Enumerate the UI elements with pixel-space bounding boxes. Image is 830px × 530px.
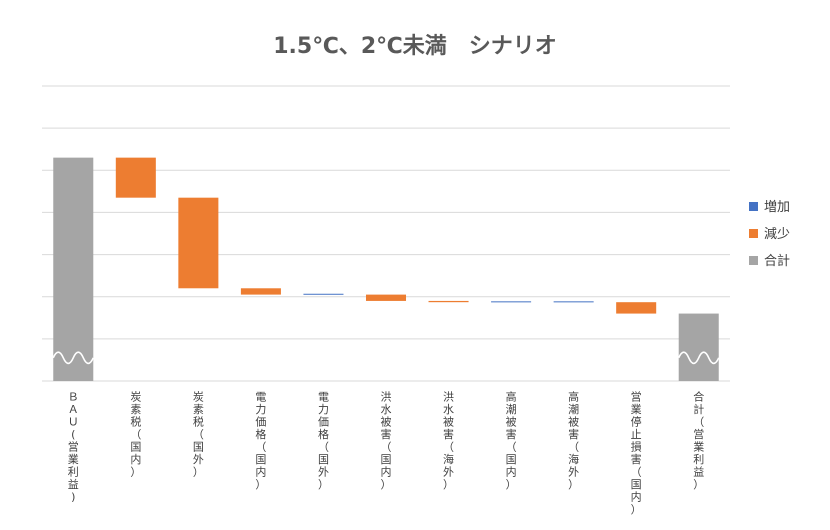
bar-decrease xyxy=(616,302,657,314)
bar-increase xyxy=(491,301,532,303)
legend-swatch-total xyxy=(749,256,758,265)
category-label: 営業停止損害（国内） xyxy=(631,390,642,517)
gridlines xyxy=(42,85,730,382)
bars xyxy=(52,157,720,381)
category-label: 洪水被害（国内） xyxy=(381,390,392,492)
category-label: 合計（営業利益） xyxy=(693,390,704,492)
category-labels: ＢＡＵ(営業利益) 炭素税（国内） 炭素税（国外） 電力価格（国内） 電力価格（国外） 洪… xyxy=(68,390,704,517)
category-label: 電力価格（国外） xyxy=(318,391,329,492)
bar-increase xyxy=(303,293,344,295)
bar-decrease xyxy=(178,197,219,289)
category-label: ＢＡＵ(営業利益) xyxy=(68,391,79,504)
category-label: 洪水被害（海外） xyxy=(443,390,454,492)
category-label: 電力価格（国内） xyxy=(255,391,266,492)
category-label: 高潮被害（海外） xyxy=(568,390,579,492)
legend-swatch-increase xyxy=(749,202,758,211)
bar-decrease xyxy=(115,157,156,198)
bar-decrease xyxy=(428,300,469,303)
axis-break-mark xyxy=(677,351,720,365)
category-label: 炭素税（国内） xyxy=(130,391,141,479)
category-label: 炭素税（国外） xyxy=(193,391,204,479)
legend-swatch-decrease xyxy=(749,229,758,238)
legend-label-increase: 増加 xyxy=(764,200,790,215)
axis-break-mark xyxy=(52,351,95,365)
bar-total xyxy=(678,313,719,381)
bar-total xyxy=(53,157,94,381)
chart-title: 1.5℃、2℃未満 シナリオ xyxy=(273,33,557,59)
bar-decrease xyxy=(365,294,407,301)
category-label: 高潮被害（国内） xyxy=(506,390,517,492)
legend-label-decrease: 減少 xyxy=(764,226,790,242)
bar-increase xyxy=(553,301,594,303)
legend-label-total: 合計 xyxy=(764,253,790,269)
bar-decrease xyxy=(240,288,281,295)
